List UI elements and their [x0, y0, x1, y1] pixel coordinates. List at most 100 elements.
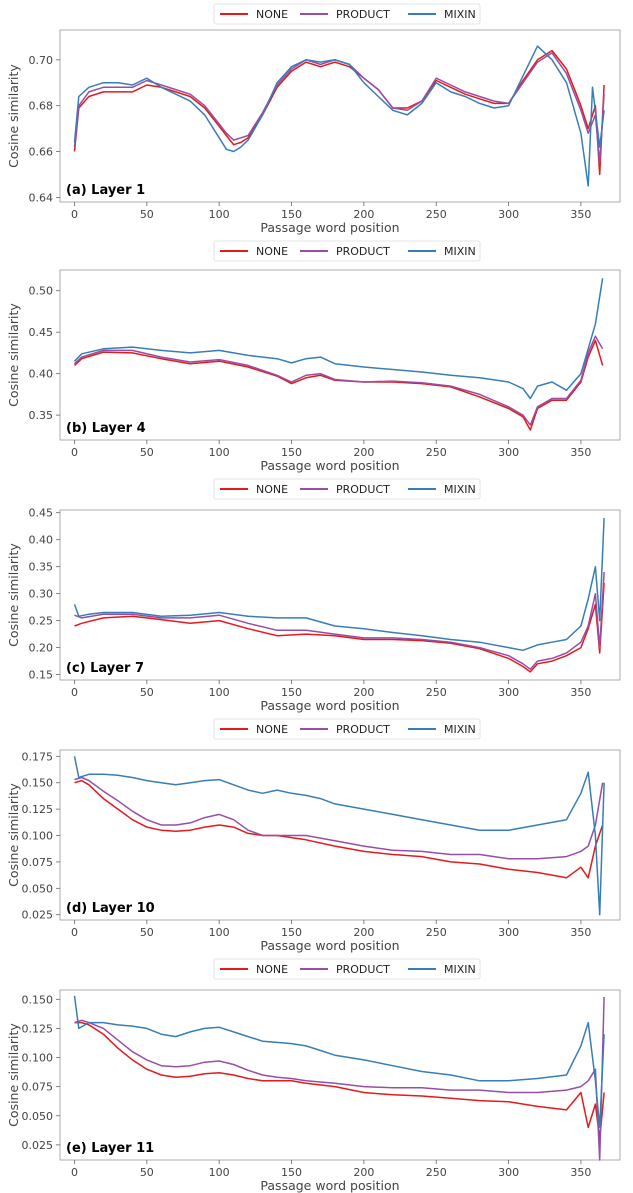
- legend-label-product: PRODUCT: [336, 245, 390, 258]
- y-tick-label: 0.35: [29, 409, 54, 422]
- x-tick-label: 250: [426, 208, 447, 221]
- series-line-none: [74, 1021, 605, 1140]
- legend-box: [213, 718, 481, 740]
- y-tick-label: 0.66: [29, 146, 54, 159]
- series-line-mixin: [73, 756, 605, 916]
- x-axis-label: Passage word position: [260, 938, 399, 953]
- series-line-product: [74, 996, 605, 1161]
- x-tick-label: 150: [281, 446, 302, 459]
- y-tick-label: 0.70: [29, 54, 54, 67]
- series-line-mixin: [73, 278, 604, 400]
- panel-annotation: (d) Layer 10: [66, 901, 155, 916]
- legend-label-mixin: MIXIN: [444, 963, 476, 976]
- x-tick-label: 100: [209, 686, 230, 699]
- plot-frame: [59, 989, 621, 1161]
- x-tick-label: 300: [498, 208, 519, 221]
- x-axis-label: Passage word position: [260, 220, 399, 235]
- panel-layer-1: NONE PRODUCT MIXIN 0 50 100 150 200 250 300 350 0.6…: [6, 3, 621, 235]
- x-tick-label: 0: [71, 686, 78, 699]
- x-tick-label: 350: [570, 1166, 591, 1179]
- x-tick-label: 250: [426, 1166, 447, 1179]
- x-tick-label: 100: [209, 1166, 230, 1179]
- x-tick-label: 300: [498, 686, 519, 699]
- y-tick-label: 0.15: [29, 669, 54, 682]
- x-tick-label: 250: [426, 686, 447, 699]
- x-tick-label: 300: [498, 926, 519, 939]
- legend-label-product: PRODUCT: [336, 963, 390, 976]
- y-tick-label: 0.050: [22, 1110, 54, 1123]
- legend-label-mixin: MIXIN: [444, 8, 476, 21]
- x-tick-label: 250: [426, 446, 447, 459]
- y-tick-label: 0.30: [29, 588, 54, 601]
- legend: NONE PRODUCT MIXIN: [213, 958, 481, 980]
- y-axis-label: Cosine similarity: [6, 303, 21, 407]
- legend: NONE PRODUCT MIXIN: [213, 478, 481, 500]
- plot-frame: [59, 29, 621, 203]
- panel-annotation: (c) Layer 7: [66, 661, 144, 676]
- panel-annotation: (e) Layer 11: [66, 1141, 154, 1156]
- x-tick-label: 250: [426, 926, 447, 939]
- y-tick-label: 0.075: [22, 856, 54, 869]
- x-tick-label: 100: [209, 446, 230, 459]
- series-line-mixin: [73, 995, 605, 1129]
- series-line-mixin: [73, 518, 605, 652]
- y-tick-label: 0.50: [29, 285, 54, 298]
- y-tick-label: 0.40: [29, 368, 54, 381]
- legend-box: [213, 478, 481, 500]
- panel-annotation: (a) Layer 1: [66, 183, 145, 198]
- panel-layer-10: NONE PRODUCT MIXIN 0 50 100 150 200 250 300 350 0.0…: [6, 718, 621, 953]
- x-tick-label: 50: [140, 446, 154, 459]
- x-tick-label: 200: [353, 446, 374, 459]
- y-tick-label: 0.150: [22, 777, 54, 790]
- y-tick-label: 0.150: [22, 993, 54, 1006]
- legend-label-product: PRODUCT: [336, 723, 390, 736]
- y-tick-label: 0.64: [29, 191, 54, 204]
- x-tick-label: 150: [281, 926, 302, 939]
- legend-label-mixin: MIXIN: [444, 723, 476, 736]
- x-tick-label: 350: [570, 446, 591, 459]
- y-tick-label: 0.40: [29, 534, 54, 547]
- legend-label-product: PRODUCT: [336, 8, 390, 21]
- y-tick-label: 0.35: [29, 561, 54, 574]
- y-tick-label: 0.20: [29, 642, 54, 655]
- legend-label-none: NONE: [256, 245, 288, 258]
- x-tick-label: 200: [353, 926, 374, 939]
- x-tick-label: 300: [498, 1166, 519, 1179]
- x-tick-label: 300: [498, 446, 519, 459]
- legend-box: [213, 240, 481, 262]
- x-tick-label: 0: [71, 208, 78, 221]
- y-axis-label: Cosine similarity: [6, 543, 21, 647]
- panel-layer-11: NONE PRODUCT MIXIN 0 50 100 150 200 250 300 350 0.0…: [6, 958, 621, 1193]
- x-tick-label: 200: [353, 1166, 374, 1179]
- y-tick-label: 0.100: [22, 830, 54, 843]
- y-tick-label: 0.025: [22, 909, 54, 922]
- x-axis-label: Passage word position: [260, 1178, 399, 1193]
- legend-label-none: NONE: [256, 483, 288, 496]
- x-tick-label: 100: [209, 926, 230, 939]
- x-tick-label: 150: [281, 1166, 302, 1179]
- x-tick-label: 50: [140, 926, 154, 939]
- legend-label-none: NONE: [256, 963, 288, 976]
- x-tick-label: 50: [140, 686, 154, 699]
- y-tick-label: 0.68: [29, 100, 54, 113]
- panel-annotation: (b) Layer 4: [66, 421, 146, 436]
- x-tick-label: 50: [140, 1166, 154, 1179]
- panel-layer-7: NONE PRODUCT MIXIN 0 50 100 150 200 250 300 350 0.1…: [6, 478, 621, 713]
- y-tick-label: 0.45: [29, 507, 54, 520]
- series-line-none: [73, 49, 605, 176]
- y-tick-label: 0.100: [22, 1052, 54, 1065]
- x-axis-label: Passage word position: [260, 458, 399, 473]
- y-tick-label: 0.125: [22, 1022, 54, 1035]
- legend-label-none: NONE: [256, 8, 288, 21]
- y-tick-label: 0.025: [22, 1139, 54, 1152]
- x-tick-label: 50: [140, 208, 154, 221]
- plot-frame: [59, 509, 621, 681]
- legend: NONE PRODUCT MIXIN: [213, 718, 481, 740]
- series-line-product: [73, 335, 604, 426]
- series-line-product: [74, 572, 605, 670]
- x-tick-label: 0: [71, 926, 78, 939]
- y-tick-label: 0.25: [29, 615, 54, 628]
- y-tick-label: 0.45: [29, 326, 54, 339]
- legend: NONE PRODUCT MIXIN: [213, 3, 481, 25]
